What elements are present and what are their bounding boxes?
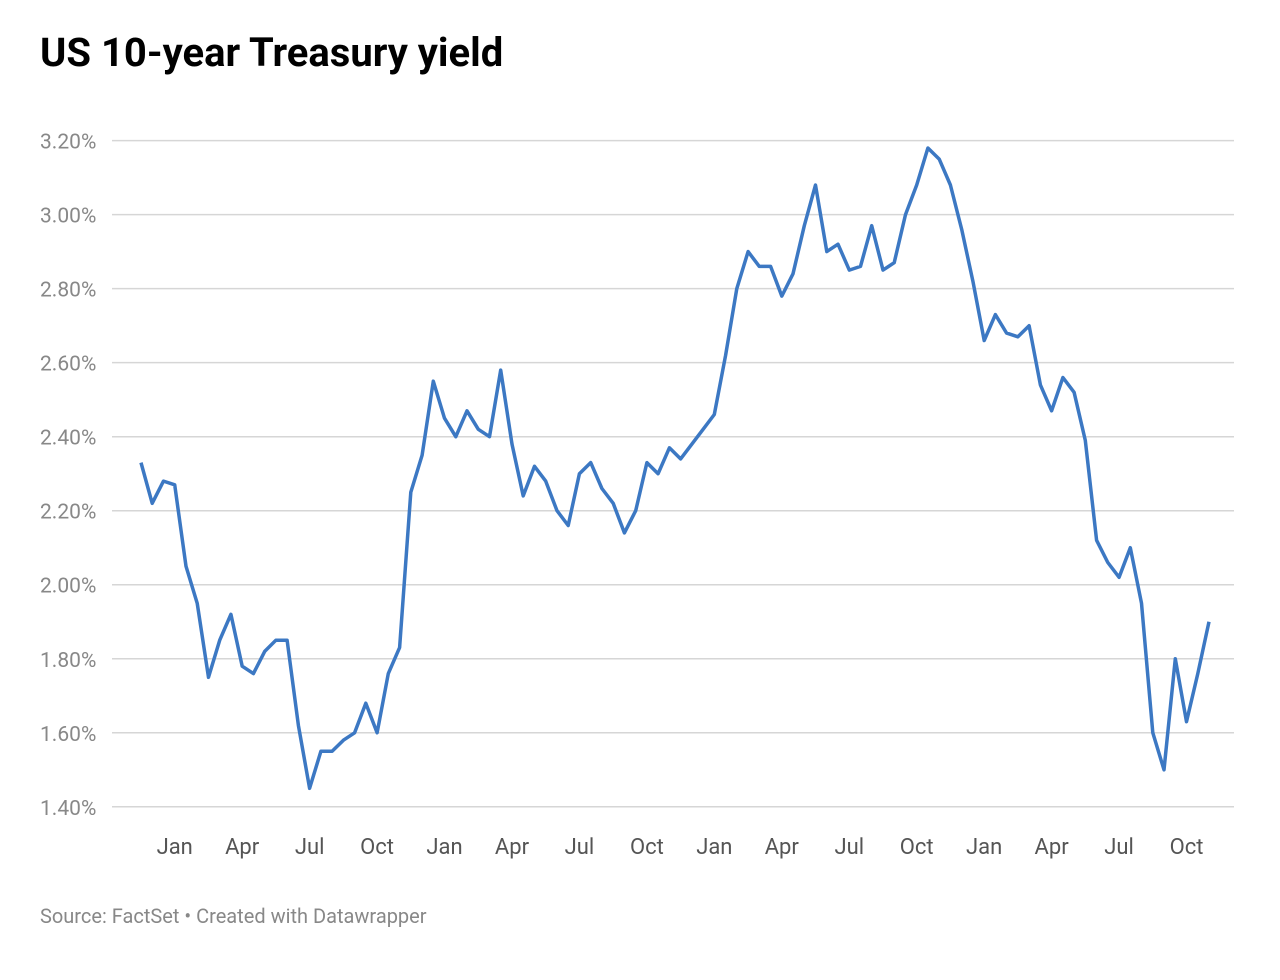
x-tick-label: Jan	[966, 835, 1002, 860]
y-tick-label: 1.80%	[40, 649, 96, 673]
y-tick-label: 2.40%	[40, 427, 96, 451]
y-tick-label: 3.20%	[40, 131, 96, 155]
x-tick-label: Oct	[360, 835, 394, 860]
y-tick-label: 2.00%	[40, 575, 96, 599]
x-tick-label: Apr	[495, 835, 530, 860]
x-tick-label: Oct	[900, 835, 934, 860]
x-tick-label: Jan	[426, 835, 462, 860]
x-tick-label: Jul	[834, 835, 864, 860]
x-tick-label: Jan	[696, 835, 732, 860]
x-tick-label: Apr	[225, 835, 260, 860]
x-tick-label: Jan	[157, 835, 193, 860]
x-tick-label: Oct	[1170, 835, 1204, 860]
x-tick-label: Jul	[295, 835, 325, 860]
source-note: Source: FactSet • Created with Datawrapp…	[40, 904, 427, 928]
x-tick-label: Apr	[1035, 835, 1070, 860]
y-tick-label: 1.60%	[40, 723, 96, 747]
y-tick-label: 2.80%	[40, 279, 96, 303]
x-tick-label: Jul	[565, 835, 595, 860]
x-tick-label: Apr	[765, 835, 800, 860]
y-tick-label: 3.00%	[40, 205, 96, 229]
chart-title: US 10-year Treasury yield	[40, 29, 503, 76]
y-tick-label: 2.20%	[40, 501, 96, 525]
x-tick-label: Jul	[1104, 835, 1134, 860]
y-tick-label: 1.40%	[40, 797, 96, 821]
line-series	[139, 146, 1211, 791]
y-tick-label: 2.60%	[40, 353, 96, 377]
x-tick-label: Oct	[630, 835, 664, 860]
